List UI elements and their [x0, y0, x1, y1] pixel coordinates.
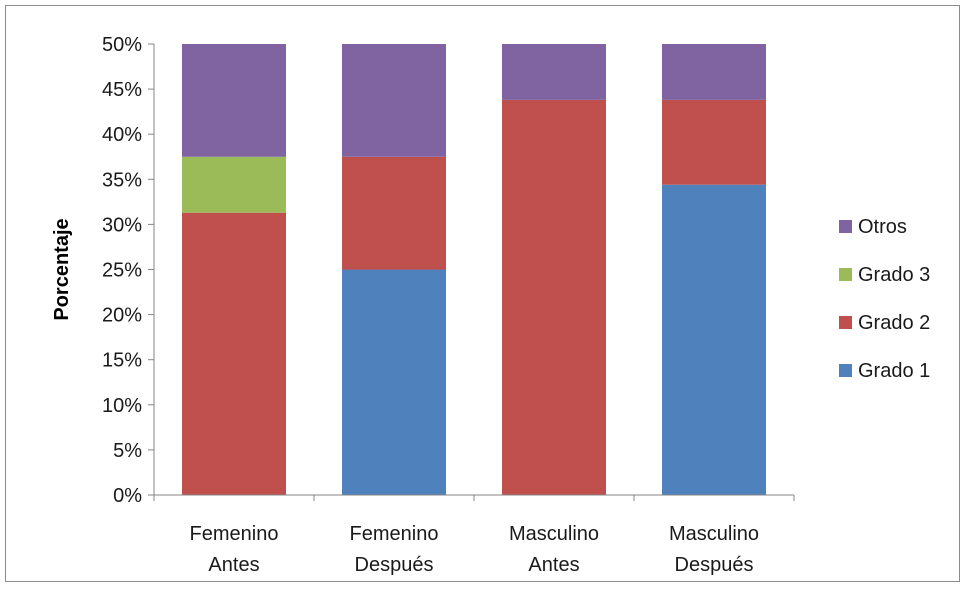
- x-category-label: Antes: [528, 554, 579, 576]
- legend-swatch: [839, 316, 852, 329]
- bar-segment-4-grado-2: [662, 99, 766, 185]
- bars-group: [182, 44, 766, 496]
- y-tick-label: 40%: [102, 124, 142, 146]
- bar-segment-1-grado-2: [182, 212, 286, 495]
- x-category-label: Después: [675, 554, 754, 576]
- y-tick-label: 30%: [102, 214, 142, 236]
- bar-segment-3-otros: [502, 44, 606, 100]
- y-tick-label: 25%: [102, 260, 142, 282]
- y-axis-title: Porcentaje: [51, 218, 73, 320]
- bar-segment-4-otros: [662, 44, 766, 100]
- bar-segment-2-grado-1: [342, 269, 446, 495]
- y-tick-label: 50%: [102, 34, 142, 56]
- y-tick-label: 15%: [102, 350, 142, 372]
- bar-segment-2-otros: [342, 44, 446, 157]
- x-category-label: Femenino: [190, 523, 279, 545]
- legend-label: Otros: [858, 216, 907, 238]
- x-category-label: Masculino: [669, 523, 759, 545]
- chart-area: 0% 5% 10% 15% 20% 25% 30% 35% 40% 45% 50% Femenino…: [5, 5, 960, 582]
- y-tick-label: 0%: [113, 485, 142, 507]
- bar-segment-1-grado-3: [182, 156, 286, 213]
- legend-swatch: [839, 220, 852, 233]
- legend-swatch: [839, 268, 852, 281]
- x-category-labels: Femenino Antes Femenino Después Masculino Ant…: [153, 495, 795, 576]
- y-tick-label: 20%: [102, 305, 142, 327]
- y-tick-label: 35%: [102, 169, 142, 191]
- x-category-label: Masculino: [509, 523, 599, 545]
- y-tick-label: 45%: [102, 79, 142, 101]
- x-category-label: Después: [355, 554, 434, 576]
- legend-label: Grado 2: [858, 312, 930, 334]
- bar-segment-1-otros: [182, 44, 286, 157]
- y-tick-label: 10%: [102, 395, 142, 417]
- stacked-bar-chart: 0% 5% 10% 15% 20% 25% 30% 35% 40% 45% 50% Femenino…: [51, 34, 930, 576]
- bar-segment-3-grado-2: [502, 99, 606, 496]
- x-category-label: Antes: [208, 554, 259, 576]
- bar-segment-4-grado-1: [662, 184, 766, 495]
- bar-segment-2-grado-2: [342, 156, 446, 270]
- y-tick-label: 5%: [113, 440, 142, 462]
- legend-label: Grado 3: [858, 264, 930, 286]
- x-category-label: Femenino: [350, 523, 439, 545]
- legend-label: Grado 1: [858, 360, 930, 382]
- y-tick-labels: 0% 5% 10% 15% 20% 25% 30% 35% 40% 45% 50%: [102, 34, 154, 507]
- legend-swatch: [839, 364, 852, 377]
- legend: Otros Grado 3 Grado 2 Grado 1: [839, 216, 930, 382]
